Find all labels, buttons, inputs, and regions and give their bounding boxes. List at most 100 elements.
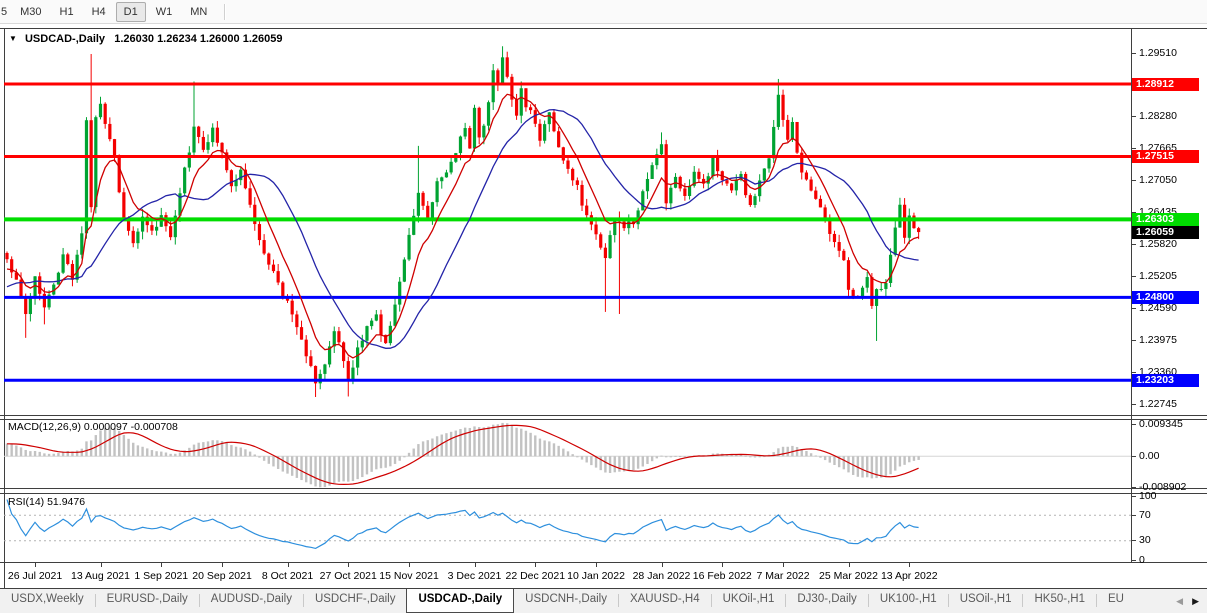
timeframe-button-d1[interactable]: D1 bbox=[115, 1, 146, 22]
price-tick-1.25205-tick bbox=[1131, 275, 1136, 277]
tab-xauusd-h4[interactable]: XAUUSD-,H4 bbox=[629, 593, 700, 605]
tab-separator bbox=[1022, 594, 1024, 607]
rsi-tick-70: 70 bbox=[1139, 508, 1151, 521]
collapse-triangle-icon[interactable]: ▼ bbox=[9, 34, 17, 43]
macd-tick-0.00-tick bbox=[1131, 455, 1136, 457]
timeframe-button-m30[interactable]: M30 bbox=[20, 5, 42, 18]
rsi-panel[interactable] bbox=[0, 494, 1131, 562]
timeframe-button-h1[interactable]: H1 bbox=[59, 5, 74, 18]
panel-splitter-macd-rsi[interactable] bbox=[0, 488, 1207, 494]
macd-tick--0.008902: -0.008902 bbox=[1139, 480, 1187, 493]
price-tick-1.28280-tick bbox=[1131, 116, 1136, 118]
tab-separator bbox=[302, 594, 304, 607]
date-tick bbox=[222, 563, 224, 567]
timeframe-toolbar: 5 M30 H1 H4 D1 W1 MN bbox=[0, 0, 1207, 24]
date-tick bbox=[35, 563, 37, 567]
tab-usdcnh-daily[interactable]: USDCNH-,Daily bbox=[525, 593, 607, 605]
main-panel-bottom-border bbox=[0, 415, 1207, 416]
level-price-badge: 1.28912 bbox=[1132, 77, 1199, 91]
date-tick bbox=[409, 563, 411, 567]
date-tick bbox=[783, 563, 785, 567]
macd-panel[interactable] bbox=[0, 420, 1131, 488]
tab-ukoil-h1[interactable]: UKOil-,H1 bbox=[722, 593, 775, 605]
macd-tick-0.009345: 0.009345 bbox=[1139, 417, 1183, 430]
tab-dj30-daily[interactable]: DJ30-,Daily bbox=[797, 593, 857, 605]
date-label: 28 Jan 2022 bbox=[632, 570, 691, 582]
macd-indicator-label: MACD(12,26,9) 0.000097 -0.000708 bbox=[8, 421, 178, 433]
tab-separator bbox=[94, 594, 96, 607]
tab-separator bbox=[867, 594, 869, 607]
tab-uk100-h1[interactable]: UK100-,H1 bbox=[879, 593, 937, 605]
price-tick-1.23975-tick bbox=[1131, 339, 1136, 341]
window-bottom-border bbox=[0, 588, 1207, 589]
price-tick-1.28280: 1.28280 bbox=[1139, 110, 1177, 123]
tab-scroll-right-icon[interactable]: ▶ bbox=[1192, 595, 1199, 606]
date-tick bbox=[596, 563, 598, 567]
tab-separator bbox=[198, 594, 200, 607]
tab-audusd-daily[interactable]: AUDUSD-,Daily bbox=[210, 593, 292, 605]
timeframe-button-h4[interactable]: H4 bbox=[91, 5, 106, 18]
macd-tick--0.008902-tick bbox=[1131, 486, 1136, 488]
date-tick bbox=[161, 563, 163, 567]
date-tick bbox=[661, 563, 663, 567]
panel-splitter-main-macd[interactable] bbox=[0, 415, 1207, 420]
macd-tick-0.009345-tick bbox=[1131, 423, 1136, 425]
rsi-panel-top-border bbox=[0, 493, 1207, 494]
date-label: 13 Aug 2021 bbox=[71, 570, 130, 582]
tab-scroll-left-icon[interactable]: ◀ bbox=[1176, 595, 1184, 606]
tab-eu[interactable]: EU bbox=[1107, 593, 1124, 605]
level-price-badge: 1.27515 bbox=[1132, 150, 1199, 163]
rsi-tick-0-tick bbox=[1131, 559, 1136, 561]
chart-ohlc-values: 1.26030 1.26234 1.26000 1.26059 bbox=[114, 33, 283, 45]
price-axis-separator bbox=[1131, 28, 1132, 562]
macd-tick-0.00: 0.00 bbox=[1139, 449, 1160, 462]
date-label: 16 Feb 2022 bbox=[692, 570, 752, 582]
timeframe-button-w1[interactable]: W1 bbox=[155, 5, 173, 18]
tab-separator bbox=[617, 594, 619, 607]
tab-eurusd-daily[interactable]: EURUSD-,Daily bbox=[106, 593, 188, 605]
date-label: 13 Apr 2022 bbox=[880, 570, 938, 582]
date-tick bbox=[909, 563, 911, 567]
timeframe-button-5[interactable]: 5 bbox=[1, 5, 8, 18]
price-tick-1.24590: 1.24590 bbox=[1139, 301, 1177, 314]
rsi-tick-30-tick bbox=[1131, 540, 1136, 542]
rsi-indicator-label: RSI(14) 51.9476 bbox=[8, 496, 86, 508]
tab-separator bbox=[710, 594, 712, 607]
tab-usdchf-daily[interactable]: USDCHF-,Daily bbox=[314, 593, 396, 605]
timeframe-button-mn[interactable]: MN bbox=[190, 5, 208, 18]
chart-symbol-label: USDCAD-,Daily bbox=[24, 33, 106, 45]
date-label: 3 Dec 2021 bbox=[447, 570, 502, 582]
date-tick bbox=[474, 563, 476, 567]
tab-separator bbox=[1095, 594, 1097, 607]
date-tick bbox=[722, 563, 724, 567]
price-tick-1.23360-tick bbox=[1131, 371, 1136, 373]
price-tick-1.23975: 1.23975 bbox=[1139, 333, 1177, 346]
rsi-tick-30: 30 bbox=[1139, 534, 1151, 547]
price-chart-panel[interactable] bbox=[0, 29, 1131, 415]
date-label: 27 Oct 2021 bbox=[319, 570, 377, 582]
rsi-tick-100-tick bbox=[1131, 495, 1136, 497]
price-tick-1.25820-tick bbox=[1131, 243, 1136, 245]
price-tick-1.26435-tick bbox=[1131, 212, 1136, 214]
date-tick bbox=[100, 563, 102, 567]
tab-hk50-h1[interactable]: HK50-,H1 bbox=[1034, 593, 1085, 605]
rsi-tick-70-tick bbox=[1131, 514, 1136, 516]
chart-left-border bbox=[4, 28, 5, 588]
date-label: 8 Oct 2021 bbox=[261, 570, 314, 582]
price-tick-1.27665-tick bbox=[1131, 148, 1136, 150]
tab-separator bbox=[947, 594, 949, 607]
rsi-tick-100: 100 bbox=[1139, 489, 1157, 502]
date-label: 25 Mar 2022 bbox=[819, 570, 878, 582]
date-label: 7 Mar 2022 bbox=[756, 570, 810, 582]
macd-panel-top-border bbox=[0, 419, 1207, 420]
date-label: 22 Dec 2021 bbox=[505, 570, 566, 582]
price-tick-1.24590-tick bbox=[1131, 307, 1136, 309]
level-price-badge: 1.23203 bbox=[1132, 373, 1199, 387]
current-price-badge: 1.26059 bbox=[1132, 225, 1199, 239]
tab-usdcad-daily[interactable]: USDCAD-,Daily bbox=[406, 589, 515, 613]
tab-usdx-weekly[interactable]: USDX,Weekly bbox=[11, 593, 84, 605]
window-top-border bbox=[0, 28, 1207, 29]
date-tick bbox=[535, 563, 537, 567]
tab-usoil-h1[interactable]: USOil-,H1 bbox=[959, 593, 1012, 605]
price-tick-1.27050: 1.27050 bbox=[1139, 174, 1177, 187]
